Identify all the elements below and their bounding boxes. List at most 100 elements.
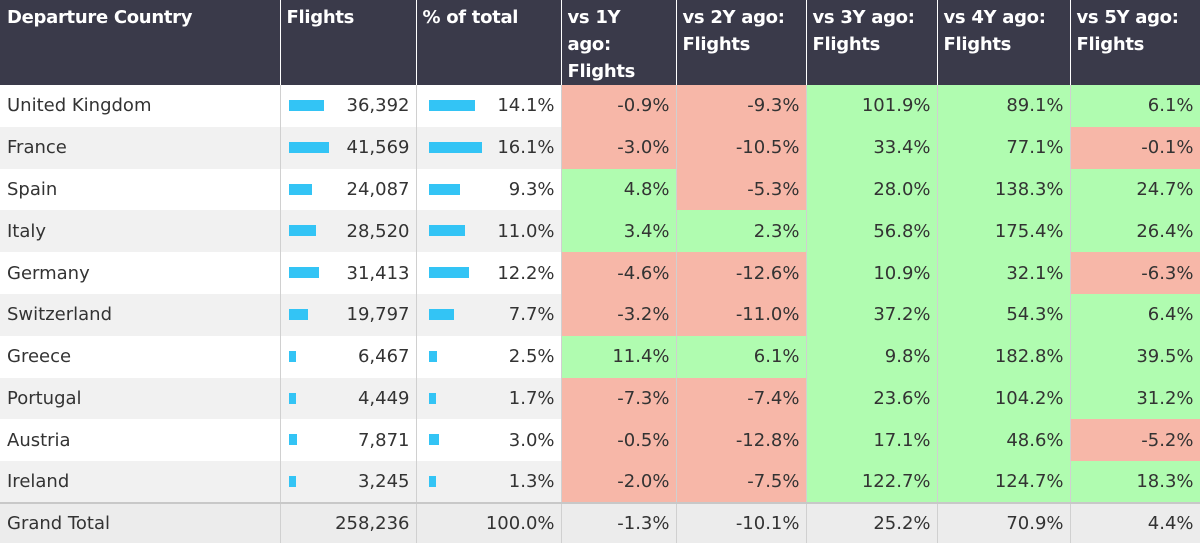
grand-total-flights: 258,236 (280, 501, 417, 543)
change-vs-2y-cell: -9.3% (676, 85, 807, 127)
table-row: Greece 6,467 2.5% 11.4% 6.1% 9.8% 182.8% 39.5% (0, 335, 1200, 378)
change-vs-1y-cell: -0.5% (561, 419, 677, 462)
flights-cell: 36,392 (280, 85, 417, 127)
change-vs-2y-cell: -7.4% (676, 377, 807, 420)
grand-total-label: Grand Total (0, 501, 281, 543)
change-vs-3y-cell: 17.1% (806, 419, 938, 462)
change-vs-5y-cell: 6.1% (1070, 85, 1200, 127)
change-vs-5y-cell: 39.5% (1070, 335, 1200, 378)
change-vs-2y-cell: -11.0% (676, 293, 807, 336)
pct-cell: 2.5% (416, 335, 562, 378)
grand-total-row: Grand Total 258,236 100.0% -1.3% -10.1% … (0, 501, 1200, 543)
table-row: Germany 31,413 12.2% -4.6% -12.6% 10.9% 32.1% -… (0, 252, 1200, 294)
change-vs-1y-cell: 3.4% (561, 210, 677, 253)
change-vs-1y-cell: -4.6% (561, 252, 677, 294)
pct-bar (428, 308, 454, 320)
table-body: United Kingdom 36,392 14.1% -0.9% -9.3% 101.9… (0, 85, 1200, 503)
change-vs-5y-cell: 31.2% (1070, 377, 1200, 420)
pct-value: 1.7% (508, 387, 555, 409)
column-header-vs-3y: vs 3Y ago: Flights (806, 0, 938, 85)
pct-cell: 1.3% (416, 461, 562, 503)
change-vs-5y-cell: -6.3% (1070, 252, 1200, 294)
change-vs-3y-cell: 37.2% (806, 293, 938, 336)
change-vs-5y-cell: 26.4% (1070, 210, 1200, 253)
header-row: Departure Country Flights % of total vs … (0, 0, 1200, 85)
change-vs-1y-cell: -3.0% (561, 126, 677, 169)
change-vs-5y-cell: -0.1% (1070, 126, 1200, 169)
change-vs-3y-cell: 33.4% (806, 126, 938, 169)
flights-value: 31,413 (346, 262, 410, 284)
change-vs-1y-cell: -3.2% (561, 293, 677, 336)
country-cell: Greece (0, 335, 281, 378)
flights-value: 19,797 (346, 304, 410, 326)
change-vs-3y-cell: 10.9% (806, 252, 938, 294)
column-header-vs-5y: vs 5Y ago: Flights (1070, 0, 1200, 85)
change-vs-2y-cell: -12.6% (676, 252, 807, 294)
country-cell: France (0, 126, 281, 169)
table-row: Switzerland 19,797 7.7% -3.2% -11.0% 37.2% 54.… (0, 293, 1200, 336)
change-vs-2y-cell: -10.5% (676, 126, 807, 169)
change-vs-4y-cell: 138.3% (937, 168, 1071, 211)
change-vs-2y-cell: -7.5% (676, 461, 807, 503)
flights-bar (288, 308, 308, 320)
change-vs-4y-cell: 77.1% (937, 126, 1071, 169)
flights-bar (288, 392, 296, 404)
pct-cell: 3.0% (416, 419, 562, 462)
table-row: Portugal 4,449 1.7% -7.3% -7.4% 23.6% 104.2% 31… (0, 377, 1200, 420)
pct-bar (428, 392, 436, 404)
change-vs-2y-cell: 2.3% (676, 210, 807, 253)
pct-bar (428, 267, 469, 279)
pct-value: 11.0% (497, 220, 555, 242)
country-cell: United Kingdom (0, 85, 281, 127)
flights-cell: 19,797 (280, 293, 417, 336)
flights-bar (288, 183, 312, 195)
pct-value: 7.7% (508, 304, 555, 326)
change-vs-3y-cell: 122.7% (806, 461, 938, 503)
pct-cell: 16.1% (416, 126, 562, 169)
table-row: France 41,569 16.1% -3.0% -10.5% 33.4% 77.1% -0… (0, 126, 1200, 169)
change-vs-4y-cell: 175.4% (937, 210, 1071, 253)
change-vs-3y-cell: 28.0% (806, 168, 938, 211)
grand-total-vs-5y: 4.4% (1070, 501, 1200, 543)
change-vs-5y-cell: 6.4% (1070, 293, 1200, 336)
flights-cell: 28,520 (280, 210, 417, 253)
flights-cell: 41,569 (280, 126, 417, 169)
grand-total-vs-2y: -10.1% (676, 501, 807, 543)
pct-value: 14.1% (497, 95, 555, 117)
column-header-vs-2y: vs 2Y ago: Flights (676, 0, 807, 85)
change-vs-2y-cell: -12.8% (676, 419, 807, 462)
flights-cell: 6,467 (280, 335, 417, 378)
flights-bar (288, 476, 296, 488)
country-cell: Germany (0, 252, 281, 294)
column-header-pct-of-total: % of total (416, 0, 562, 85)
flights-value: 7,871 (357, 429, 410, 451)
change-vs-4y-cell: 124.7% (937, 461, 1071, 503)
table-row: Austria 7,871 3.0% -0.5% -12.8% 17.1% 48.6% -5.… (0, 419, 1200, 462)
flights-bar (288, 100, 324, 111)
pct-bar (428, 225, 465, 237)
change-vs-4y-cell: 32.1% (937, 252, 1071, 294)
pct-value: 1.3% (508, 471, 555, 493)
change-vs-1y-cell: -7.3% (561, 377, 677, 420)
grand-total-pct: 100.0% (416, 501, 562, 543)
change-vs-2y-cell: -5.3% (676, 168, 807, 211)
change-vs-4y-cell: 89.1% (937, 85, 1071, 127)
column-header-vs-4y: vs 4Y ago: Flights (937, 0, 1071, 85)
flights-value: 4,449 (357, 387, 410, 409)
flights-bar (288, 350, 296, 362)
pct-value: 3.0% (508, 429, 555, 451)
pct-value: 16.1% (497, 137, 555, 159)
flights-bar (288, 225, 316, 237)
pct-cell: 12.2% (416, 252, 562, 294)
pct-cell: 7.7% (416, 293, 562, 336)
pct-value: 9.3% (508, 178, 555, 200)
grand-total-vs-4y: 70.9% (937, 501, 1071, 543)
flights-cell: 4,449 (280, 377, 417, 420)
country-cell: Spain (0, 168, 281, 211)
pct-bar (428, 476, 436, 488)
table-row: Italy 28,520 11.0% 3.4% 2.3% 56.8% 175.4% 26.4% (0, 210, 1200, 253)
flights-bar (288, 267, 319, 279)
pct-bar (428, 183, 460, 195)
change-vs-1y-cell: -2.0% (561, 461, 677, 503)
change-vs-5y-cell: 18.3% (1070, 461, 1200, 503)
